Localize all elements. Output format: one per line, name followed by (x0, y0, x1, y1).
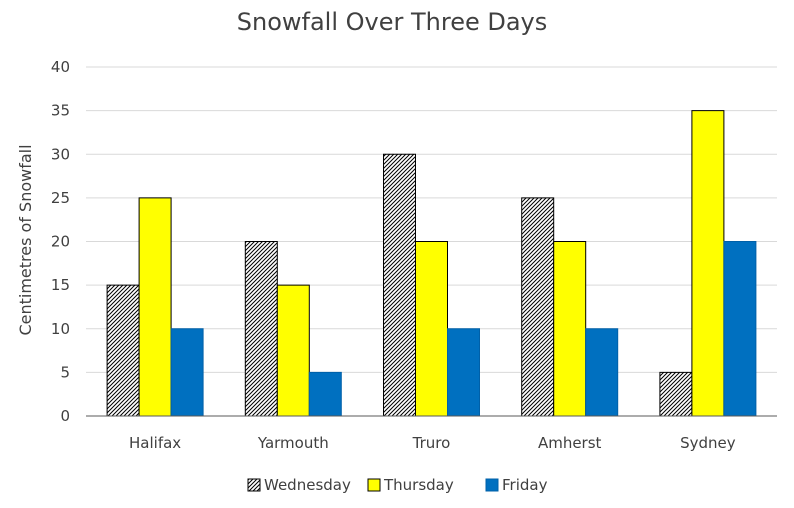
y-tick-label: 15 (51, 276, 70, 294)
legend-label-friday: Friday (502, 476, 548, 494)
bar-thursday-yarmouth (276, 284, 310, 417)
bar-thursday-truro (415, 241, 448, 417)
bar-friday-amherst (585, 328, 619, 417)
x-tick-label: Yarmouth (257, 434, 329, 452)
bar-friday-truro (447, 328, 480, 417)
y-tick-label: 35 (51, 102, 70, 120)
bar-wednesday-halifax (106, 284, 140, 417)
chart-title: Snowfall Over Three Days (237, 8, 548, 36)
bar-friday-yarmouth (308, 371, 342, 417)
x-axis-ticks: Halifax Yarmouth Truro Amherst Sydney (129, 434, 736, 452)
legend-swatch-friday (485, 478, 499, 492)
y-tick-label: 30 (51, 145, 70, 163)
bar-friday-sydney (723, 241, 757, 417)
bar-friday-halifax (170, 328, 204, 417)
x-tick-label: Sydney (680, 434, 736, 452)
legend-swatch-wednesday (247, 478, 261, 492)
bar-wednesday-yarmouth (244, 241, 278, 417)
bar-thursday-halifax (138, 197, 172, 417)
legend-swatch-thursday (367, 478, 381, 492)
bar-thursday-sydney (691, 110, 725, 417)
bar-wednesday-truro (383, 153, 416, 417)
x-tick-label: Truro (412, 434, 451, 452)
bar-wednesday-amherst (521, 197, 555, 417)
legend: Wednesday Thursday Friday (247, 476, 548, 494)
bar-wednesday-sydney (659, 371, 693, 417)
y-axis-ticks: 0 5 10 15 20 25 30 35 40 (51, 58, 70, 425)
y-tick-label: 20 (51, 233, 70, 251)
y-tick-label: 10 (51, 320, 70, 338)
legend-label-thursday: Thursday (383, 476, 454, 494)
y-tick-label: 40 (51, 58, 70, 76)
y-tick-label: 0 (60, 407, 70, 425)
x-tick-label: Halifax (129, 434, 181, 452)
y-tick-label: 5 (60, 363, 70, 381)
bar-thursday-amherst (553, 241, 587, 417)
y-tick-label: 25 (51, 189, 70, 207)
y-axis-label: Centimetres of Snowfall (16, 144, 35, 335)
legend-label-wednesday: Wednesday (264, 476, 351, 494)
x-tick-label: Amherst (538, 434, 602, 452)
bars (106, 110, 757, 417)
